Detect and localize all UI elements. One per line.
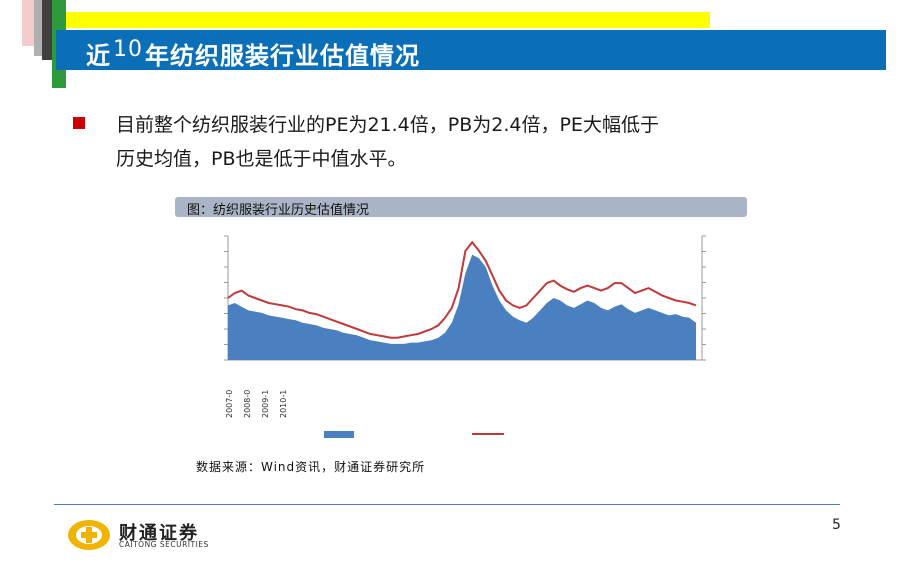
area-series-0 [228, 254, 696, 360]
bullet-line: 目前整个纺织服装行业的PE为21.4倍，PB为2.4倍，PE大幅低于 [116, 114, 659, 136]
legend-swatch-area [324, 431, 354, 438]
bullet-text: 目前整个纺织服装行业的PE为21.4倍，PB为2.4倍，PE大幅低于 历史均值，… [116, 108, 836, 176]
title-bar [56, 30, 886, 70]
logo-text-en: CAITONG SECURITIES [119, 540, 209, 549]
page-number: 5 [832, 517, 841, 533]
title-accent-bar [66, 12, 710, 28]
caitong-logo-icon [68, 520, 110, 550]
chart-caption-bar [175, 197, 747, 217]
bullet-square-icon [73, 117, 85, 129]
footer-divider [54, 504, 840, 505]
deco-bar-pink [22, 0, 34, 46]
x-tick-label: 2009-1 [261, 390, 270, 418]
bullet-line: 历史均值，PB也是低于中值水平。 [116, 148, 407, 170]
chart-caption: 图：纺织服装行业历史估值情况 [187, 203, 370, 218]
title-prefix: 近 [86, 42, 111, 70]
deco-bar-gray [34, 0, 42, 56]
valuation-chart: 2007-0 2008-0 2009-1 2010-1 [224, 235, 706, 438]
x-tick-label: 2010-1 [279, 390, 288, 418]
x-tick-label: 2007-0 [225, 390, 234, 418]
title-number: 10 [113, 37, 143, 62]
deco-bar-dark [42, 0, 52, 60]
line-series-1 [227, 240, 697, 339]
logo-text-cn: 财通证券 [119, 523, 199, 544]
slide-title: 近10年纺织服装行业估值情况 [86, 36, 420, 71]
title-suffix: 年纺织服装行业估值情况 [145, 42, 420, 70]
x-tick-label: 2008-0 [243, 390, 252, 418]
data-source: 数据来源：Wind资讯，财通证券研究所 [196, 460, 426, 474]
